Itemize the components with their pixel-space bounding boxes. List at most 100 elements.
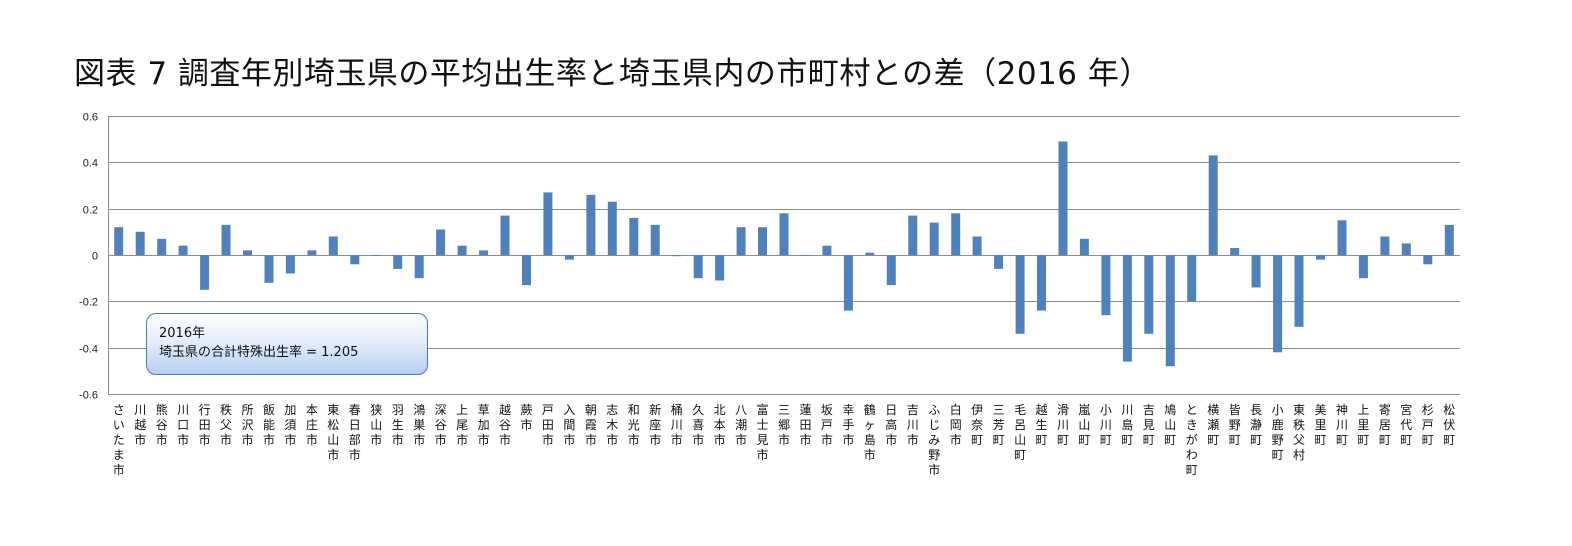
x-tick-label: 皆野町 xyxy=(1229,403,1241,447)
bar xyxy=(414,255,424,279)
x-axis-labels: さいたま市川越市熊谷市川口市行田市秩父市所沢市飯能市加須市本庄市東松山市春日部市… xyxy=(113,402,1456,477)
x-tick-label: 蓮田市 xyxy=(799,403,811,447)
bar xyxy=(865,252,875,255)
bar xyxy=(114,227,124,255)
x-tick-label: 羽生市 xyxy=(392,403,404,447)
x-tick-label: 毛呂山町 xyxy=(1014,403,1026,462)
bar xyxy=(908,215,918,255)
x-tick-label: 富士見市 xyxy=(756,402,768,462)
x-tick-label: 長瀞町 xyxy=(1250,403,1262,447)
x-tick-label: 蕨市 xyxy=(520,403,532,432)
x-tick-label: 春日部市 xyxy=(349,403,361,462)
x-tick-label: 寄居町 xyxy=(1379,402,1391,447)
bars xyxy=(114,141,1454,367)
bar xyxy=(328,236,338,255)
y-tick-label: 0 xyxy=(92,251,98,263)
bar xyxy=(1273,255,1283,353)
x-tick-label: 三郷市 xyxy=(778,403,790,447)
bar xyxy=(1165,255,1175,367)
bar xyxy=(178,245,188,255)
x-tick-label: 狭山市 xyxy=(370,403,382,447)
x-tick-label: 和光市 xyxy=(628,403,640,447)
bar xyxy=(393,255,403,269)
bar xyxy=(479,250,489,255)
annotation-box: 2016年 埼玉県の合計特殊出生率 = 1.205 xyxy=(146,313,428,375)
bar xyxy=(1423,255,1433,265)
bar xyxy=(822,245,832,255)
bar xyxy=(522,255,531,286)
annotation-rate: 埼玉県の合計特殊出生率 = 1.205 xyxy=(159,345,359,360)
bar xyxy=(693,255,703,279)
x-tick-label: 白岡市 xyxy=(950,402,962,447)
bar xyxy=(1251,255,1261,288)
bar xyxy=(1079,238,1089,255)
bar xyxy=(1444,224,1454,255)
y-tick-label: -0.4 xyxy=(79,344,98,356)
bar xyxy=(972,236,982,255)
x-tick-label: 久喜市 xyxy=(692,403,704,447)
bar xyxy=(1015,255,1025,334)
bar xyxy=(1037,255,1046,311)
x-tick-label: 東秩父村 xyxy=(1293,403,1305,462)
x-tick-label: 宮代町 xyxy=(1400,402,1412,447)
bar xyxy=(500,215,510,255)
bar xyxy=(1187,255,1197,302)
bar xyxy=(1316,255,1325,260)
bar xyxy=(994,255,1004,269)
x-tick-label: 新座市 xyxy=(649,402,661,447)
bar xyxy=(564,255,574,260)
x-tick-label: 川越市 xyxy=(134,403,146,447)
bar xyxy=(758,227,767,255)
x-tick-label: 草加市 xyxy=(478,403,490,447)
bar xyxy=(1101,255,1111,316)
y-tick-label: 0.2 xyxy=(83,205,98,217)
x-tick-label: 鴻巣市 xyxy=(413,403,425,447)
bar xyxy=(543,192,553,255)
bar xyxy=(264,255,274,283)
bar xyxy=(1294,255,1304,327)
bar xyxy=(951,213,961,255)
x-tick-label: 川島町 xyxy=(1121,403,1133,447)
bar xyxy=(1208,155,1218,255)
x-tick-label: 秩父市 xyxy=(220,403,232,447)
annotation-year: 2016年 xyxy=(159,326,206,341)
x-tick-label: 吉川市 xyxy=(907,403,919,447)
x-tick-label: 鳩山町 xyxy=(1164,403,1176,447)
bar xyxy=(715,255,725,281)
x-tick-label: 鶴ヶ島市 xyxy=(864,402,876,462)
x-tick-label: 小鹿野町 xyxy=(1272,403,1284,462)
x-tick-label: 川口市 xyxy=(177,403,189,447)
bar xyxy=(929,222,939,255)
bar xyxy=(672,255,682,257)
x-tick-label: 飯能市 xyxy=(263,402,275,447)
x-tick-label: 越谷市 xyxy=(499,403,511,447)
x-tick-label: 吉見町 xyxy=(1143,403,1155,447)
x-tick-label: 戸田市 xyxy=(542,403,554,447)
bar xyxy=(886,255,896,286)
bar xyxy=(736,227,746,255)
bar xyxy=(350,255,360,265)
x-tick-label: 桶川市 xyxy=(671,402,683,447)
gridlines xyxy=(108,116,1460,395)
x-tick-label: 熊谷市 xyxy=(156,402,168,447)
y-tick-label: 0.6 xyxy=(83,112,98,124)
x-tick-label: 深谷市 xyxy=(435,403,447,447)
x-tick-label: さいたま市 xyxy=(113,403,125,477)
x-tick-label: 滑川町 xyxy=(1057,403,1069,447)
bar xyxy=(285,255,295,274)
y-tick-label: -0.6 xyxy=(79,390,98,402)
x-tick-label: ときがわ町 xyxy=(1186,403,1198,477)
bar xyxy=(243,250,252,255)
y-tick-label: -0.2 xyxy=(79,297,98,309)
bar xyxy=(779,213,789,255)
x-tick-label: 小川町 xyxy=(1100,403,1112,447)
x-tick-label: 上里町 xyxy=(1357,403,1369,447)
bar xyxy=(436,229,446,255)
bar xyxy=(1337,220,1347,256)
bar xyxy=(586,194,596,255)
x-tick-label: 日高市 xyxy=(885,403,897,447)
x-tick-label: 上尾市 xyxy=(456,403,468,447)
x-tick-label: 嵐山町 xyxy=(1078,403,1090,447)
bar xyxy=(221,224,231,255)
x-tick-label: 加須市 xyxy=(284,403,296,447)
